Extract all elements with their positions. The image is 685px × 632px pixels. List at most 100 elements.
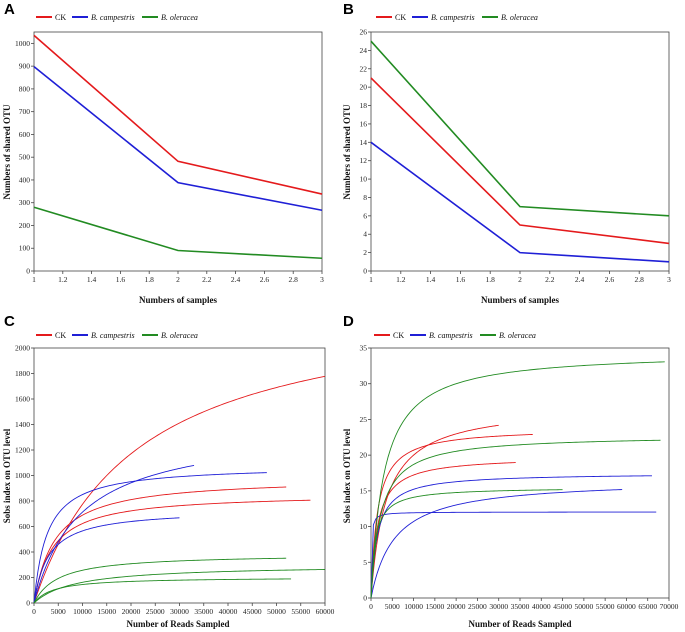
y-tick-label: 25 xyxy=(360,415,368,424)
panel-a-ylabel: Numbers of shared OTU xyxy=(2,104,12,200)
legend-ck-label: CK xyxy=(395,13,406,22)
legend-oleracea-label: B. oleracea xyxy=(161,13,198,22)
y-tick-label: 400 xyxy=(19,175,31,184)
series-line-b-campestris-4 xyxy=(33,472,267,604)
x-tick-label: 20000 xyxy=(122,607,141,616)
x-tick-label: 2 xyxy=(518,275,522,284)
y-tick-label: 1600 xyxy=(15,395,30,404)
y-tick-label: 2000 xyxy=(15,344,30,353)
series-line-b-oleracea-6 xyxy=(370,361,665,599)
y-tick-label: 900 xyxy=(19,62,31,71)
y-tick-label: 30 xyxy=(360,379,368,388)
y-tick-label: 18 xyxy=(360,101,368,110)
x-tick-label: 2.4 xyxy=(575,275,585,284)
legend-campestris-label: B. campestris xyxy=(91,331,135,340)
panel-b-plot: 1 1.2 1.4 1.6 1.8 2 2.2 2.4 2.6 2.8 30246810121416… xyxy=(360,28,672,285)
series-line-b-campestris-1 xyxy=(33,65,323,212)
x-tick-label: 10000 xyxy=(404,602,423,611)
series-line-b-campestris-5 xyxy=(33,517,180,604)
x-tick-label: 3 xyxy=(320,275,324,284)
series-line-ck-0 xyxy=(33,375,326,604)
x-tick-label: 40000 xyxy=(532,602,551,611)
x-tick-label: 1.6 xyxy=(116,275,126,284)
legend-oleracea-label: B. oleracea xyxy=(499,331,536,340)
y-tick-label: 1400 xyxy=(15,420,30,429)
x-tick-label: 55000 xyxy=(291,607,310,616)
panel-c-legend: CK B. campestris B. oleracea xyxy=(36,331,198,340)
x-tick-label: 1.6 xyxy=(456,275,466,284)
panel-a: A CK B. campestris B. oleracea 1 1.2 1.4 1.… xyxy=(2,1,324,305)
legend-campestris-label: B. campestris xyxy=(91,13,135,22)
x-tick-label: 1 xyxy=(32,275,36,284)
x-tick-label: 25000 xyxy=(468,602,487,611)
panel-b-ylabel: Numbers of shared OTU xyxy=(342,104,352,200)
panel-b-label: B xyxy=(343,1,354,18)
x-tick-label: 20000 xyxy=(447,602,466,611)
y-tick-label: 24 xyxy=(360,46,368,55)
y-tick-label: 5 xyxy=(363,558,367,567)
panel-a-plot: 1 1.2 1.4 1.6 1.8 2 2.2 2.4 2.6 2.8 3 0 100 200 300 400… xyxy=(15,31,324,284)
y-tick-label: 600 xyxy=(19,130,31,139)
y-tick-label: 200 xyxy=(19,221,31,230)
y-tick-label: 0 xyxy=(26,599,30,608)
series-line-b-campestris-4 xyxy=(370,489,623,599)
y-tick-label: 700 xyxy=(19,107,31,116)
y-tick-label: 10 xyxy=(360,175,368,184)
legend-ck-label: CK xyxy=(55,13,66,22)
legend-ck-label: CK xyxy=(55,331,66,340)
x-tick-label: 60000 xyxy=(316,607,335,616)
series-line-ck-2 xyxy=(33,499,311,604)
series-line-b-oleracea-2 xyxy=(370,40,670,217)
y-tick-label: 4 xyxy=(363,230,367,239)
y-tick-label: 200 xyxy=(19,573,31,582)
panel-d-ylabel: Sobs index on OTU level xyxy=(342,428,352,523)
y-tick-label: 500 xyxy=(19,153,31,162)
x-tick-label: 1 xyxy=(369,275,373,284)
y-tick-label: 0 xyxy=(26,267,30,276)
series-line-b-campestris-3 xyxy=(33,464,195,604)
panel-b-legend: CK B. campestris B. oleracea xyxy=(376,13,538,22)
x-tick-label: 45000 xyxy=(243,607,262,616)
x-tick-label: 2.8 xyxy=(289,275,299,284)
y-tick-label: 20 xyxy=(360,83,368,92)
panel-d-label: D xyxy=(343,313,354,330)
y-tick-label: 15 xyxy=(360,486,368,495)
legend-ck-label: CK xyxy=(393,331,404,340)
y-tick-label: 6 xyxy=(363,211,367,220)
x-tick-label: 35000 xyxy=(511,602,530,611)
series-line-ck-2 xyxy=(370,462,516,599)
x-tick-label: 30000 xyxy=(489,602,508,611)
y-tick-label: 0 xyxy=(363,594,367,603)
y-tick-label: 22 xyxy=(360,64,368,73)
panel-c-label: C xyxy=(4,313,15,330)
x-tick-label: 1.2 xyxy=(58,275,68,284)
panel-b: B CK B. campestris B. oleracea 1 1.2 1.4 1.… xyxy=(342,1,671,305)
y-tick-label: 800 xyxy=(19,497,31,506)
y-tick-label: 0 xyxy=(363,267,367,276)
x-tick-label: 15000 xyxy=(425,602,444,611)
x-tick-label: 2.2 xyxy=(545,275,555,284)
x-tick-label: 0 xyxy=(32,607,36,616)
panel-c-xlabel: Number of Reads Sampled xyxy=(126,619,229,629)
y-tick-label: 1000 xyxy=(15,471,30,480)
x-tick-label: 65000 xyxy=(638,602,657,611)
x-tick-label: 35000 xyxy=(194,607,213,616)
y-tick-label: 12 xyxy=(360,156,368,165)
y-tick-label: 100 xyxy=(19,244,31,253)
series-line-b-oleracea-2 xyxy=(33,206,323,260)
x-tick-label: 1.4 xyxy=(426,275,436,284)
x-tick-label: 1.8 xyxy=(145,275,155,284)
panel-a-label: A xyxy=(4,1,15,18)
y-tick-label: 800 xyxy=(19,84,31,93)
x-tick-label: 2.8 xyxy=(635,275,645,284)
x-tick-label: 2.4 xyxy=(231,275,241,284)
x-tick-label: 3 xyxy=(667,275,671,284)
x-tick-label: 2.2 xyxy=(202,275,212,284)
panel-a-xlabel: Numbers of samples xyxy=(139,295,217,305)
x-tick-label: 2.6 xyxy=(605,275,615,284)
plot-frame xyxy=(370,31,670,272)
panel-c-plot: 0 5000 10000 15000 20000 25000 30000 35000 40000… xyxy=(15,344,335,617)
y-tick-label: 1000 xyxy=(15,39,30,48)
y-tick-label: 8 xyxy=(363,193,367,202)
plot-frame xyxy=(33,31,323,272)
